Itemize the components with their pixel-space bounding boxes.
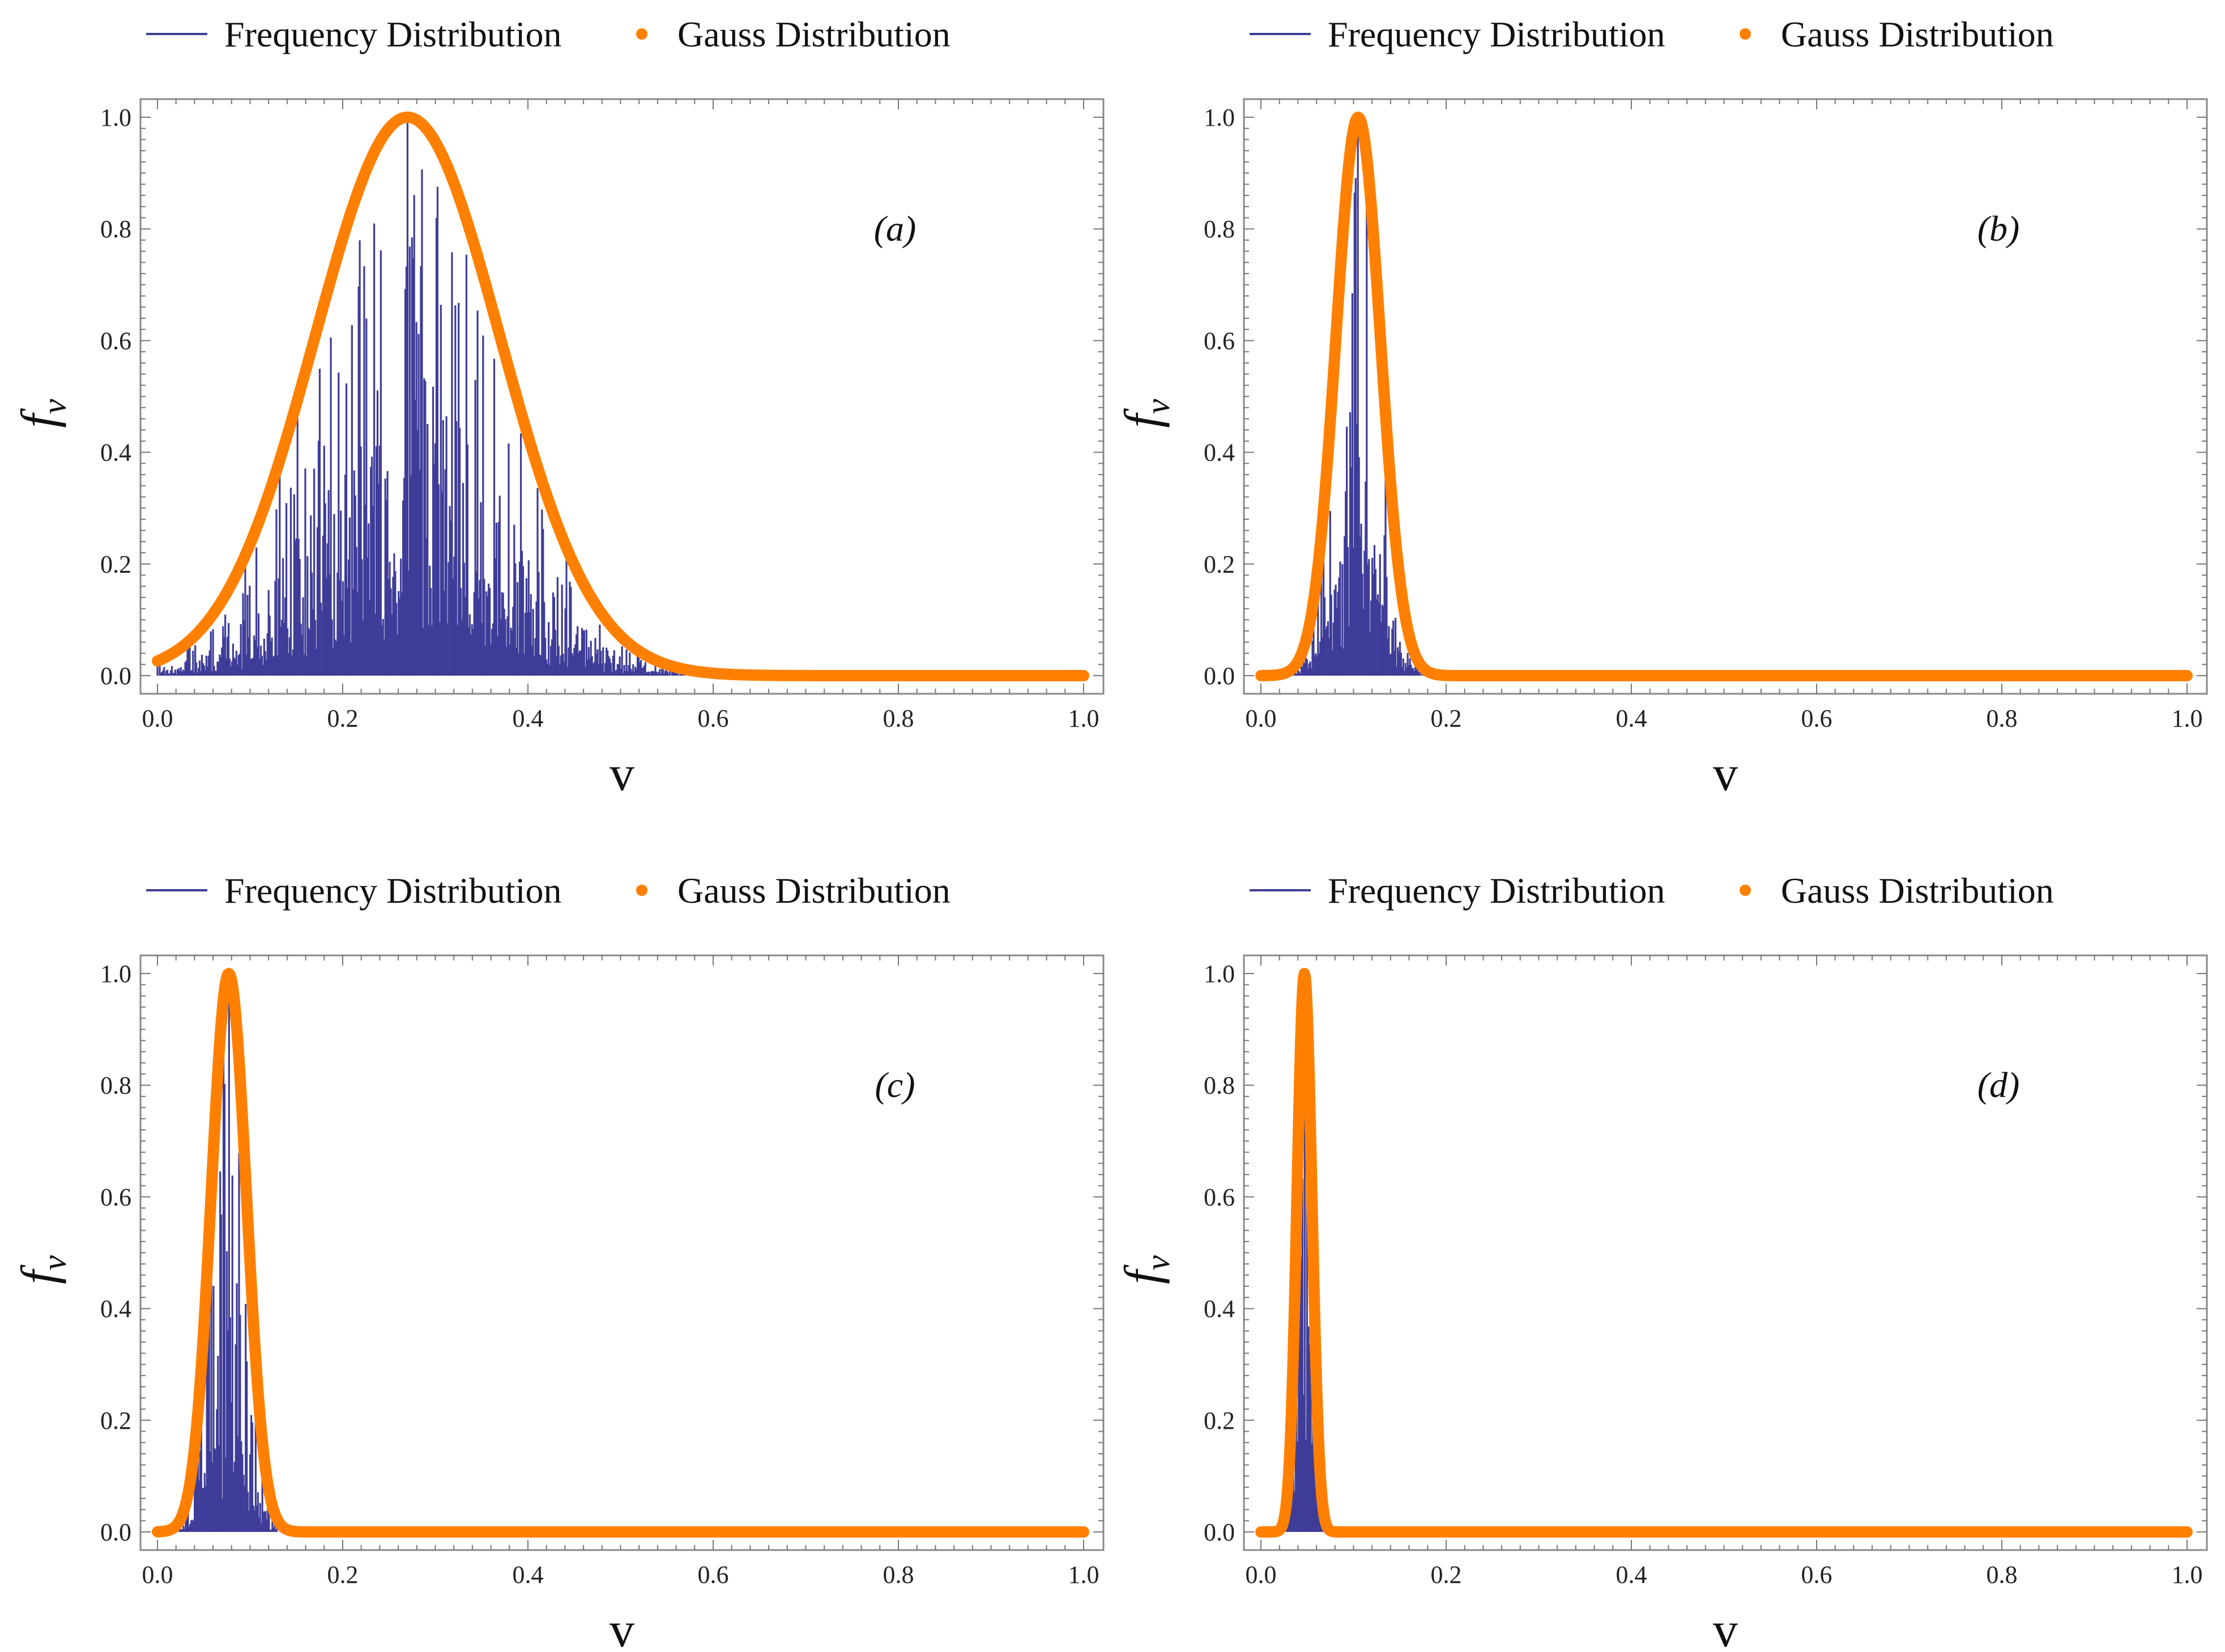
legend-gauss-swatch (1740, 885, 1751, 896)
x-tick-label: 0.2 (1431, 1561, 1462, 1589)
legend-frequency-label: Frequency Distribution (1328, 14, 1665, 54)
y-tick-label: 0.4 (1204, 1295, 1235, 1323)
x-tick-label: 0.2 (1431, 705, 1462, 732)
y-tick-label: 1.0 (1204, 104, 1235, 131)
panel-label: (a) (874, 208, 917, 249)
x-tick-label: 0.2 (327, 1561, 359, 1589)
legend: Frequency Distribution Gauss Distribution (146, 14, 950, 54)
x-tick-label: 0.0 (142, 1561, 173, 1589)
legend: Frequency Distribution Gauss Distribution (1250, 870, 2054, 911)
x-tick-label: 0.4 (1616, 705, 1647, 732)
legend-gauss-label: Gauss Distribution (1781, 14, 2054, 54)
y-tick-label: 0.0 (1204, 1518, 1235, 1546)
x-tick-label: 0.6 (698, 705, 729, 732)
x-tick-label: 0.4 (513, 1561, 544, 1589)
x-tick-label: 0.4 (513, 705, 544, 732)
y-axis-label: fv (12, 1255, 73, 1284)
axis-ticks: 0.0 0.2 0.4 0.6 0.8 1.0 0.0 0.2 0.4 0.6 0.8 1.0 (1204, 955, 2207, 1589)
series-frequency (156, 122, 707, 676)
legend-gauss-label: Gauss Distribution (677, 870, 950, 911)
axis-ticks: 0.0 0.2 0.4 0.6 0.8 1.0 0.0 0.2 0.4 0.6 0.8 1.0 (100, 99, 1103, 732)
plot-frame (139, 954, 1105, 1551)
x-tick-label: 0.4 (1616, 1561, 1647, 1589)
panel-label: (b) (1977, 208, 2020, 249)
legend-gauss-swatch (1740, 28, 1751, 40)
y-tick-label: 0.8 (100, 1072, 131, 1099)
axis-ticks: 0.0 0.2 0.4 0.6 0.8 1.0 0.0 0.2 0.4 0.6 0.8 1.0 (100, 955, 1103, 1589)
chart-panel-d: Frequency Distribution Gauss Distribution… (1115, 870, 2208, 1652)
legend: Frequency Distribution Gauss Distribution (1250, 14, 2054, 54)
panel-label: (c) (875, 1065, 915, 1105)
y-tick-label: 0.2 (1204, 1407, 1235, 1435)
y-axis-label: fv (1115, 1255, 1177, 1284)
legend-frequency-label: Frequency Distribution (1328, 870, 1665, 911)
y-axis-label: fv (12, 399, 73, 428)
x-tick-label: 0.6 (1801, 1561, 1832, 1589)
axis-ticks: 0.0 0.2 0.4 0.6 0.8 1.0 0.0 0.2 0.4 0.6 0.8 1.0 (1204, 99, 2207, 732)
legend-frequency-label: Frequency Distribution (224, 870, 561, 911)
y-tick-label: 0.6 (100, 1183, 131, 1211)
series-gauss-curve (152, 112, 1089, 681)
y-tick-label: 0.2 (100, 1407, 131, 1435)
y-axis-label: fv (1115, 399, 1177, 428)
x-tick-label: 1.0 (1068, 705, 1099, 732)
y-tick-label: 0.8 (100, 215, 131, 243)
y-tick-label: 1.0 (100, 960, 131, 988)
series-gauss-curve (152, 968, 1089, 1538)
series-frequency (174, 1001, 278, 1532)
legend-gauss-swatch (636, 885, 647, 896)
y-tick-label: 0.2 (100, 550, 131, 578)
x-tick-label: 0.8 (883, 705, 914, 732)
x-tick-label: 0.8 (883, 1561, 914, 1589)
y-axis-label-sub: v (36, 1255, 73, 1270)
x-axis-label: v (1713, 1603, 1738, 1652)
series-gauss-curve (1255, 112, 2193, 681)
y-tick-label: 0.0 (1204, 662, 1235, 690)
chart-panel-a: Frequency Distribution Gauss Distribution… (12, 14, 1105, 801)
y-tick-label: 0.8 (1204, 215, 1235, 243)
y-axis-label-sub: v (1139, 1255, 1177, 1270)
chart-panel-b: Frequency Distribution Gauss Distribution… (1115, 14, 2208, 801)
y-tick-label: 0.0 (100, 662, 131, 690)
x-tick-label: 0.6 (698, 1561, 729, 1589)
x-axis-label: v (1713, 746, 1738, 801)
x-tick-label: 1.0 (1068, 1561, 1099, 1589)
x-tick-label: 0.8 (1987, 1561, 2018, 1589)
x-axis-label: v (609, 746, 634, 801)
legend-gauss-swatch (636, 28, 647, 40)
y-tick-label: 0.4 (100, 439, 131, 467)
x-tick-label: 1.0 (2172, 1561, 2203, 1589)
x-tick-label: 0.6 (1801, 705, 1832, 732)
panel-label: (d) (1977, 1065, 2020, 1105)
plot-frame (1243, 954, 2208, 1551)
y-tick-label: 0.4 (100, 1295, 131, 1323)
y-tick-label: 1.0 (100, 104, 131, 131)
y-tick-label: 0.6 (1204, 327, 1235, 355)
x-tick-label: 0.0 (142, 705, 173, 732)
y-axis-label-sub: v (1139, 399, 1177, 414)
x-tick-label: 0.0 (1246, 1561, 1277, 1589)
y-tick-label: 1.0 (1204, 960, 1235, 988)
y-tick-label: 0.8 (1204, 1072, 1235, 1099)
x-tick-label: 1.0 (2172, 705, 2203, 732)
x-axis-label: v (609, 1603, 634, 1652)
x-tick-label: 0.0 (1246, 705, 1277, 732)
y-axis-label-sub: v (36, 399, 73, 414)
y-tick-label: 0.0 (100, 1518, 131, 1546)
y-tick-label: 0.4 (1204, 439, 1235, 467)
y-tick-label: 0.6 (1204, 1183, 1235, 1211)
legend-gauss-label: Gauss Distribution (677, 14, 950, 54)
legend: Frequency Distribution Gauss Distribution (146, 870, 950, 911)
y-tick-label: 0.2 (1204, 550, 1235, 578)
x-tick-label: 0.8 (1987, 705, 2018, 732)
x-tick-label: 0.2 (327, 705, 359, 732)
y-tick-label: 0.6 (100, 327, 131, 355)
legend-frequency-label: Frequency Distribution (224, 14, 561, 54)
series-gauss-curve (1255, 968, 2193, 1538)
chart-panel-c: Frequency Distribution Gauss Distribution… (12, 870, 1105, 1652)
legend-gauss-label: Gauss Distribution (1781, 870, 2054, 911)
